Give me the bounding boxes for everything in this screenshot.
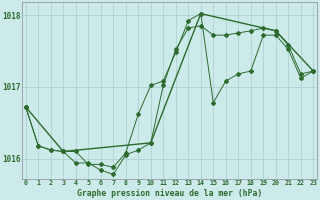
X-axis label: Graphe pression niveau de la mer (hPa): Graphe pression niveau de la mer (hPa) xyxy=(77,189,262,198)
